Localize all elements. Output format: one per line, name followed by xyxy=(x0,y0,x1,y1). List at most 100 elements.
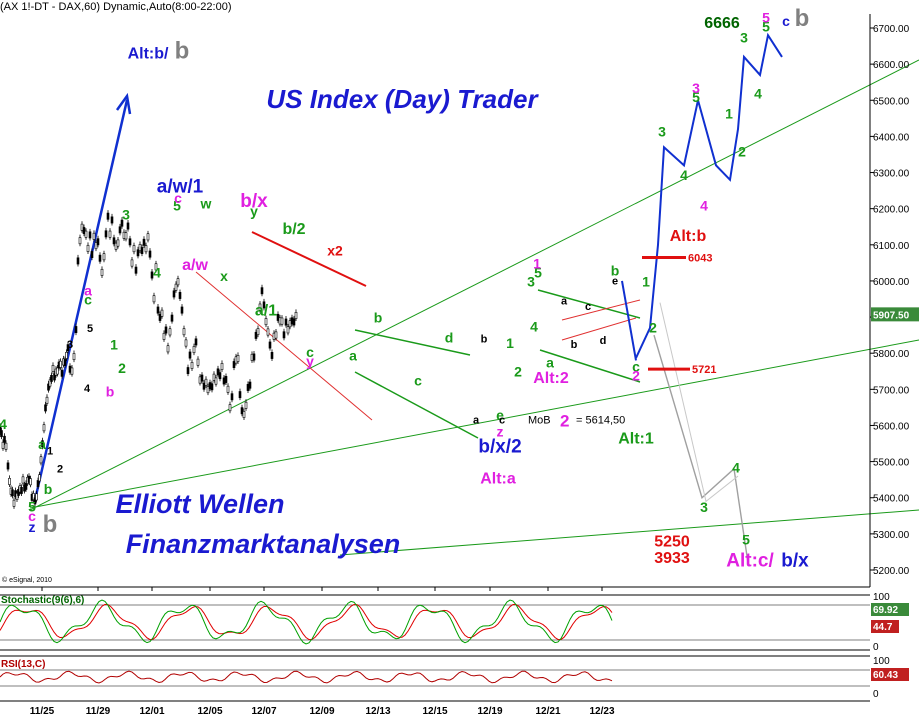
candle-body xyxy=(274,331,278,339)
candle-body xyxy=(158,313,162,321)
price-tick-label: 5800.00 xyxy=(873,349,910,360)
candle-body xyxy=(184,339,188,347)
channel-line xyxy=(539,349,641,383)
wave-label: 4 xyxy=(530,319,538,335)
candle-body xyxy=(240,407,244,415)
wave-label: 2 xyxy=(514,364,522,380)
candle-body xyxy=(294,312,298,319)
rsi-badge xyxy=(871,668,909,681)
candle-body xyxy=(56,367,59,375)
price-tick-label: 6300.00 xyxy=(873,169,910,180)
candle-body xyxy=(162,332,166,340)
candle-body xyxy=(258,303,262,311)
wave-label: z xyxy=(29,519,36,535)
candle-body xyxy=(50,374,53,382)
wave-label: b/x xyxy=(781,550,809,571)
wave-label: z xyxy=(497,423,504,439)
rsi-label: RSI(13,C) xyxy=(1,659,45,670)
candle-body xyxy=(11,489,14,497)
candle-body xyxy=(53,373,56,381)
wave-label: 1 xyxy=(506,335,514,351)
candle-body xyxy=(78,237,82,245)
price-tick-label: 6200.00 xyxy=(873,205,910,216)
forecast-gray-path xyxy=(653,334,749,563)
price-tick-label: 6400.00 xyxy=(873,132,910,143)
candle-body xyxy=(17,488,20,496)
candle-body xyxy=(170,314,174,322)
wave-label: w xyxy=(200,196,212,212)
candle-body xyxy=(94,242,98,250)
wave-label: 3 xyxy=(740,29,748,45)
stoch-d-badge xyxy=(871,620,899,633)
candle-body xyxy=(8,478,11,485)
wave-label: b xyxy=(175,38,190,65)
date-tick-label: 12/07 xyxy=(251,706,276,717)
candle-body xyxy=(1,441,5,449)
headline-subtitle-2: Finanzmarktanalysen xyxy=(126,529,401,559)
candle-body xyxy=(47,383,50,391)
candle-body xyxy=(192,346,196,354)
candle-body xyxy=(216,368,220,376)
candle-body xyxy=(36,480,40,488)
candle-body xyxy=(118,226,122,234)
candle-body xyxy=(232,361,236,368)
candle-body xyxy=(230,393,234,401)
candle-body xyxy=(248,381,252,389)
candle-body xyxy=(178,292,182,299)
candle-body xyxy=(122,231,126,239)
wave-label: a/1 xyxy=(255,302,277,319)
candle-body xyxy=(260,287,264,295)
wave-label: b/x xyxy=(240,191,268,212)
candle-body xyxy=(182,328,186,336)
candle-body xyxy=(21,476,25,484)
candle-body xyxy=(280,317,284,325)
candle-body xyxy=(32,493,35,501)
candle-body xyxy=(134,266,138,274)
candle-body xyxy=(206,386,210,394)
chart-header: (AX 1!-DT - DAX,60) Dynamic,Auto(8:00-22… xyxy=(0,1,232,13)
date-tick-label: 12/23 xyxy=(589,706,614,717)
wave-label: a/w xyxy=(182,257,208,274)
wave-label: 5 xyxy=(173,197,181,213)
red-thin-line xyxy=(195,271,373,421)
candle-body xyxy=(6,462,10,470)
channel-line xyxy=(537,289,641,319)
price-tick-label: 5200.00 xyxy=(873,566,910,577)
candle-body xyxy=(0,430,3,438)
wave-label: 2 xyxy=(118,360,126,376)
wave-label: Alt:2 xyxy=(533,370,569,387)
wave-label: c xyxy=(632,358,640,374)
wave-label: c xyxy=(306,344,314,360)
stoch-k-badge xyxy=(871,603,909,616)
candle-body xyxy=(292,318,296,326)
candle-body xyxy=(254,331,258,339)
candle-body xyxy=(132,245,136,253)
wave-label: 4 xyxy=(0,416,7,432)
candle-body xyxy=(202,382,206,390)
date-tick-label: 12/15 xyxy=(422,706,447,717)
candle-body xyxy=(59,360,62,368)
candle-body xyxy=(250,353,254,361)
wave-label: a xyxy=(546,355,554,371)
rsi-tick: 0 xyxy=(873,689,879,700)
candle-body xyxy=(63,359,67,366)
candle-body xyxy=(234,356,238,364)
candle-body xyxy=(152,295,156,303)
candle-body xyxy=(90,251,94,258)
candle-body xyxy=(15,493,19,500)
candle-body xyxy=(220,363,224,370)
candle-body xyxy=(84,230,88,238)
wave-label: e xyxy=(612,276,618,288)
wave-label: 5 xyxy=(692,89,700,105)
candle-body xyxy=(154,263,158,271)
last-price-badge xyxy=(871,307,919,322)
wave-label: 1 xyxy=(725,105,733,121)
price-tick-label: 5400.00 xyxy=(873,494,910,505)
candle-body xyxy=(144,245,148,253)
wave-label: 2 xyxy=(57,463,63,475)
candle-body xyxy=(194,338,198,346)
wave-label: 4 xyxy=(680,167,688,183)
wave-label: 2 xyxy=(738,143,746,159)
wave-label: 1 xyxy=(642,273,650,289)
candle-body xyxy=(284,318,288,326)
